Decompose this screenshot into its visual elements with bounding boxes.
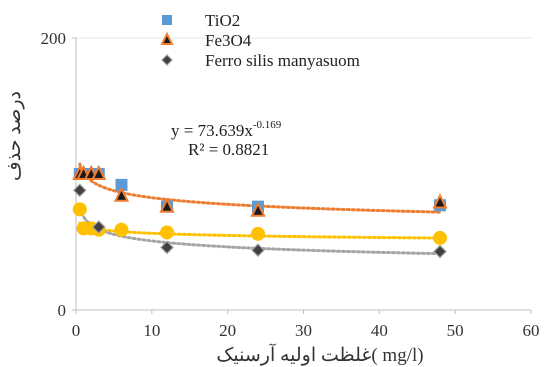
equation-annotation: y = 73.639x-0.169 R² = 0.8821	[171, 119, 282, 159]
legend-marker-diamond	[161, 54, 173, 66]
data-point-triangle	[159, 197, 175, 213]
data-point-triangle	[113, 186, 130, 202]
legend-label: Ferro silis manyasuom	[205, 51, 360, 70]
tick-labels: 0 200 0 10 20 30 40 50 60	[41, 29, 540, 340]
data-point-diamond	[433, 244, 447, 259]
data-points	[72, 164, 448, 259]
r-squared: R² = 0.8821	[188, 140, 269, 159]
trendline	[78, 206, 442, 256]
data-point-triangle	[250, 201, 266, 217]
data-point-diamond	[251, 243, 265, 258]
data-point-circle	[251, 226, 265, 241]
x-tick-label: 60	[523, 321, 540, 340]
x-tick-label: 10	[143, 321, 160, 340]
x-tick-label: 0	[72, 321, 81, 340]
y-tick-label: 0	[58, 301, 67, 320]
data-point-circle	[433, 230, 447, 245]
y-axis-title: درصد حذف	[4, 91, 25, 181]
axes	[75, 38, 531, 311]
data-point-triangle	[432, 193, 448, 209]
data-point-circle	[160, 225, 174, 240]
equation-exponent: -0.169	[253, 119, 282, 131]
equation-base: y = 73.639x	[171, 121, 253, 140]
legend-marker-square	[162, 15, 172, 25]
data-point-triangle	[91, 164, 107, 180]
trend-equation: y = 73.639x-0.169	[171, 119, 282, 140]
data-point-diamond	[72, 183, 87, 198]
data-point-circle	[114, 222, 129, 237]
data-point-diamond	[160, 240, 174, 255]
x-tick-label: 20	[219, 321, 236, 340]
legend-label: TiO2	[205, 11, 240, 30]
x-axis-title: غلظت اولیه آرسنیک( mg/l)	[216, 343, 423, 366]
data-point-diamond	[91, 220, 106, 234]
x-tick-label: 50	[447, 321, 464, 340]
data-point-square	[115, 178, 128, 191]
data-point-circle	[72, 202, 87, 217]
x-tick-label: 40	[371, 321, 388, 340]
legend-marker-triangle	[160, 31, 174, 45]
legend-label: Fe3O4	[205, 31, 252, 50]
x-tick-label: 30	[295, 321, 312, 340]
y-tick-label: 200	[41, 29, 67, 48]
